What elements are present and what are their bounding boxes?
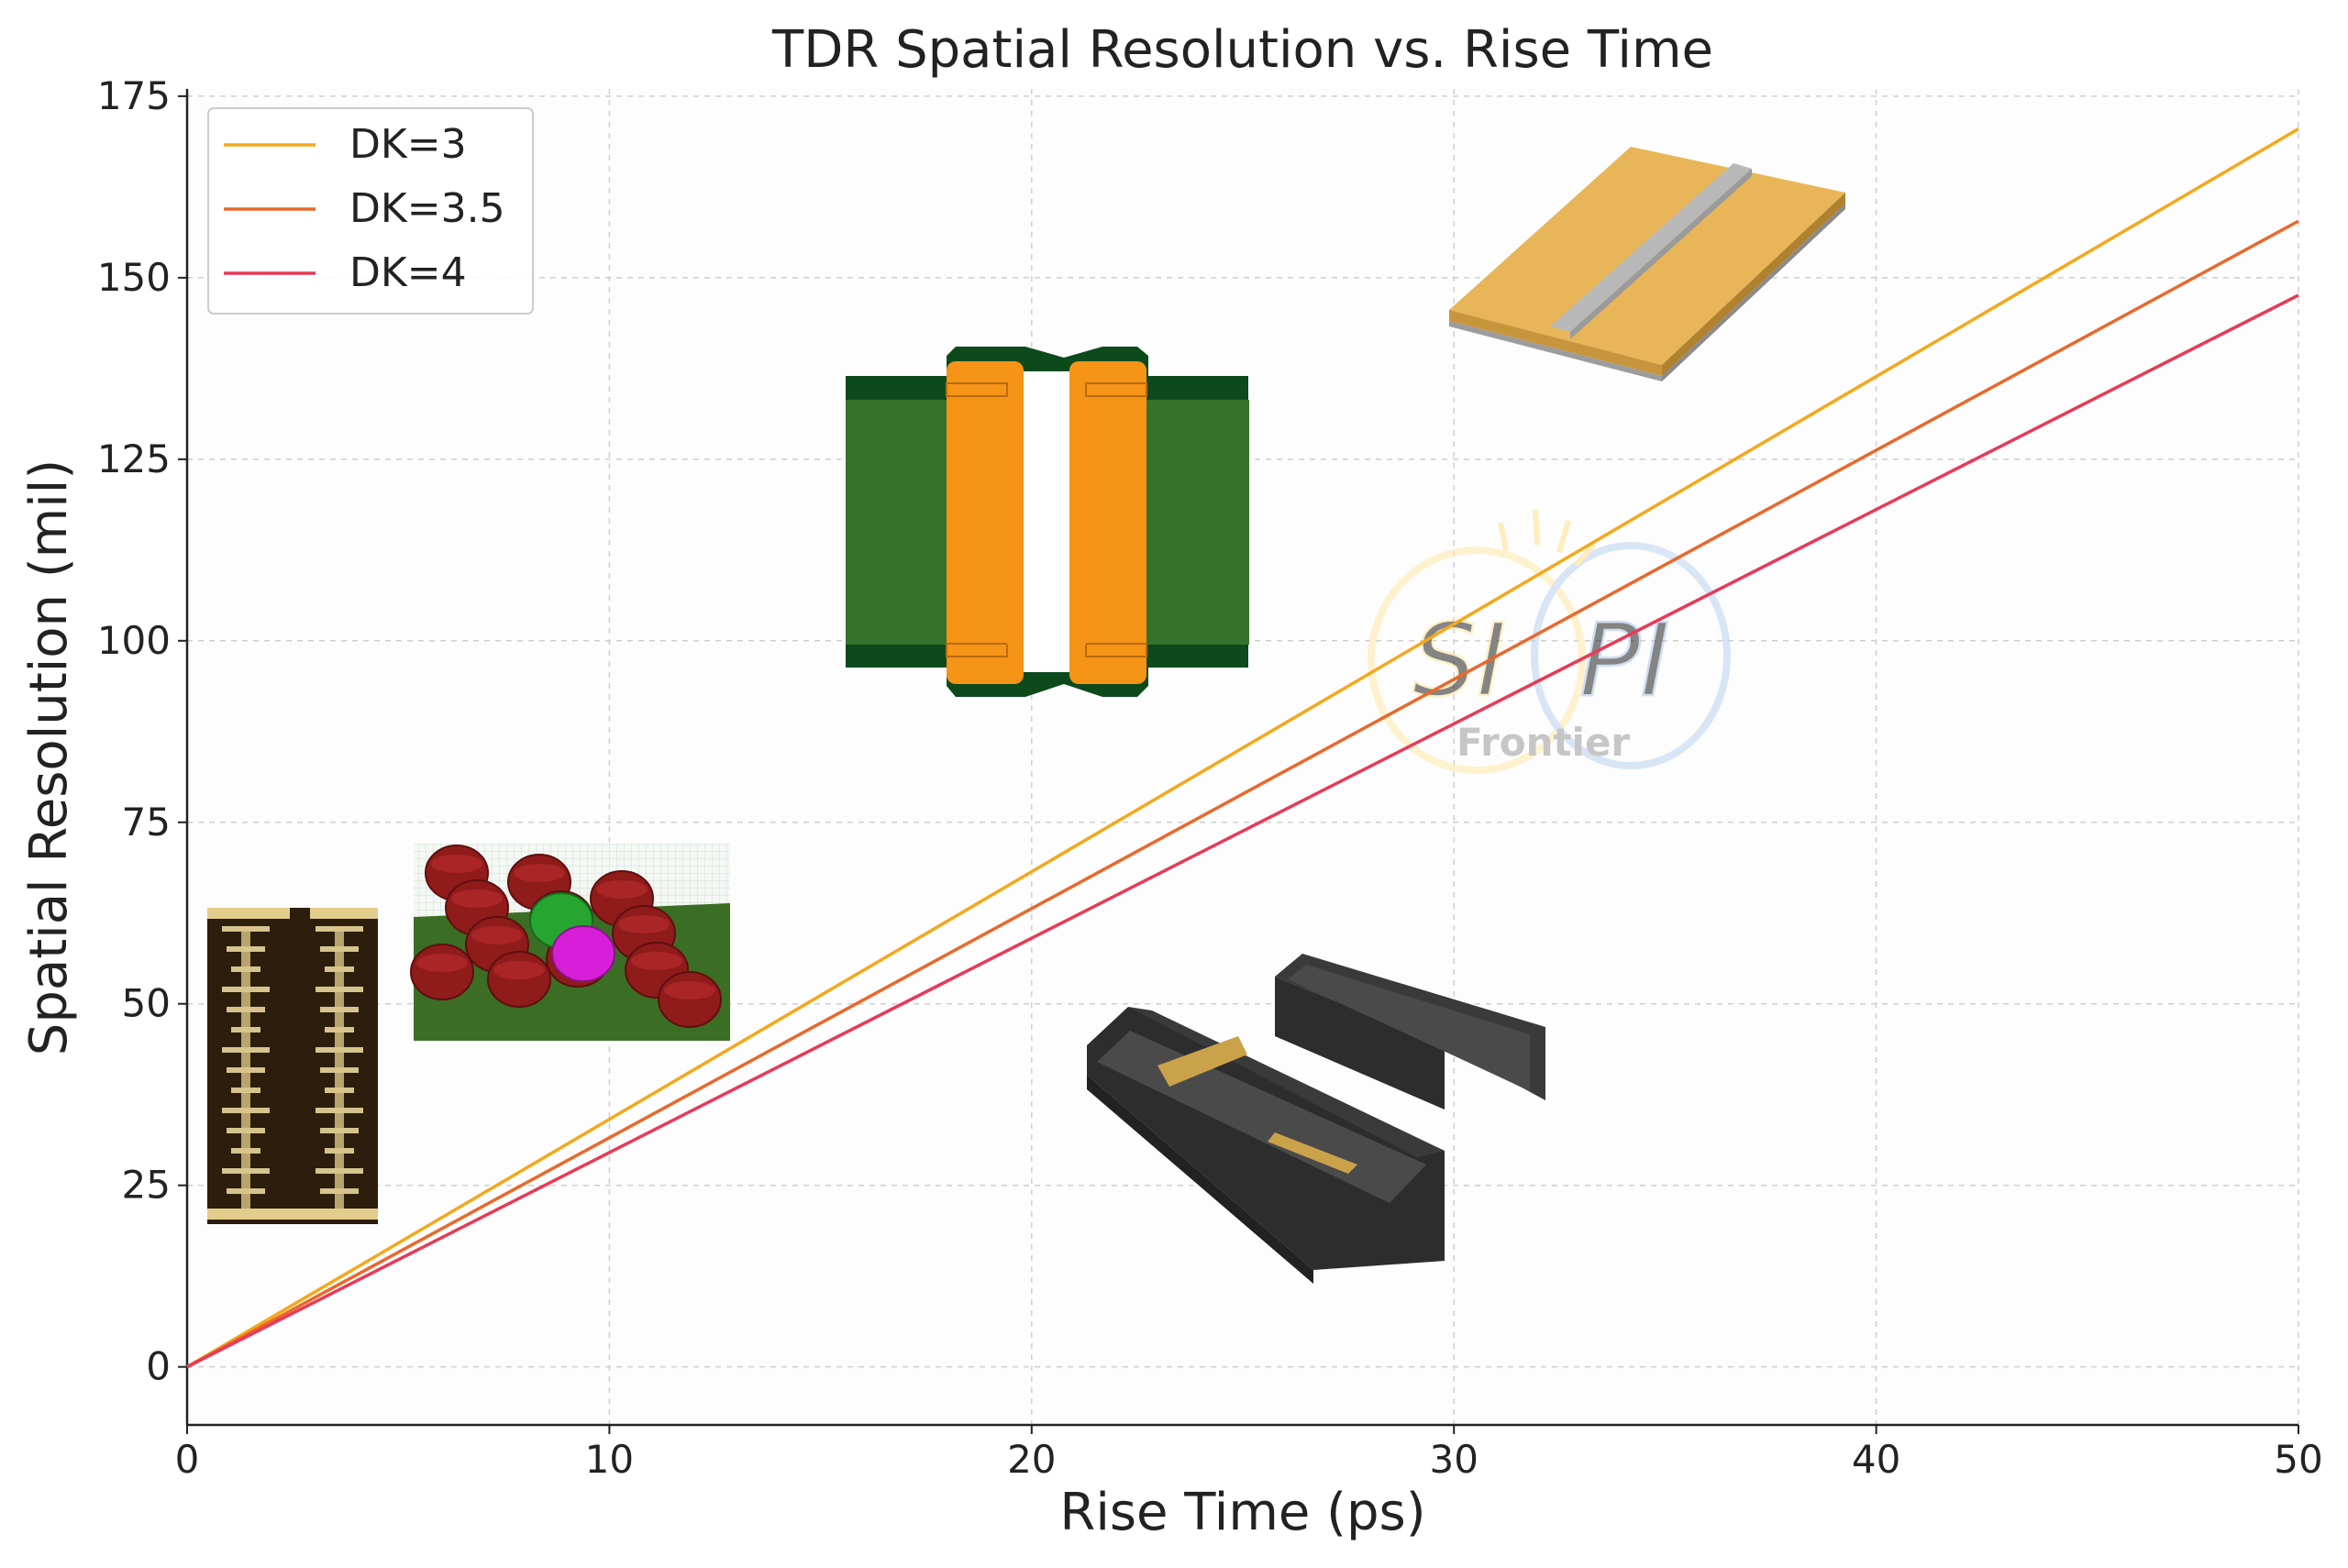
bga-ball-highlight	[596, 880, 648, 899]
xray-barrel	[241, 926, 250, 946]
bga-ball-highlight	[431, 855, 482, 873]
chart-title: TDR Spatial Resolution vs. Rise Time	[771, 20, 1713, 80]
series-line-2	[186, 293, 2299, 1369]
xray-barrel	[335, 987, 344, 1007]
xray-barrel	[241, 966, 250, 987]
via-cross-section-image	[846, 347, 1249, 697]
bga-ball-highlight	[493, 961, 545, 979]
xray-barrel	[335, 1027, 344, 1047]
xray-barrel	[241, 1067, 250, 1088]
xray-barrel	[241, 1168, 250, 1188]
bga-ball-highlight	[451, 889, 503, 908]
bga-ball-highlight	[618, 915, 670, 933]
microstrip-image	[1449, 147, 1845, 381]
xray-barrel	[241, 1047, 250, 1067]
xray-barrel	[241, 1007, 250, 1027]
xray-barrel	[241, 946, 250, 966]
y-tick-label: 100	[97, 618, 171, 663]
bga-ball-highlight	[631, 952, 682, 970]
xray-barrel	[241, 1128, 250, 1148]
x-tick-label: 30	[1429, 1437, 1478, 1482]
xray-barrel	[241, 1148, 250, 1168]
watermark-pi-text: PI	[1579, 602, 1670, 719]
y-tick-label: 125	[97, 436, 171, 481]
legend-label-2: DK=4	[349, 249, 467, 296]
bga-balls-image	[410, 844, 730, 1041]
x-tick-label: 0	[175, 1437, 200, 1482]
y-tick-label: 0	[146, 1344, 171, 1389]
legend-box	[207, 107, 534, 315]
x-tick-label: 40	[1852, 1437, 1900, 1482]
via-xray-image	[207, 908, 378, 1224]
legend-label-0: DK=3	[349, 121, 467, 168]
x-tick-label: 10	[585, 1437, 634, 1482]
xray-barrel	[335, 1108, 344, 1128]
xray-barrel	[241, 1027, 250, 1047]
xray-barrel	[335, 1148, 344, 1168]
x-axis-label: Rise Time (ps)	[1059, 1483, 1425, 1542]
xray-barrel	[335, 1128, 344, 1148]
series-line-1	[186, 219, 2299, 1369]
xray-barrel	[335, 1067, 344, 1088]
y-tick-label: 150	[97, 255, 171, 300]
watermark-frontier-text: Frontier	[1456, 720, 1630, 765]
xray-barrel	[241, 1108, 250, 1128]
bga-ball-highlight	[664, 981, 715, 999]
xray-barrel	[335, 1188, 344, 1209]
y-tick-label: 175	[97, 73, 171, 118]
series-lines	[186, 127, 2299, 1369]
y-tick-label: 50	[122, 981, 171, 1026]
xray-barrel	[335, 1007, 344, 1027]
x-tick-label: 20	[1007, 1437, 1056, 1482]
xray-barrel	[335, 1088, 344, 1108]
xray-barrel	[335, 926, 344, 946]
xray-barrel	[335, 1047, 344, 1067]
xray-barrel	[335, 946, 344, 966]
series-line-0	[186, 127, 2299, 1369]
xray-barrel	[335, 1168, 344, 1188]
xray-barrel	[335, 966, 344, 987]
legend-label-1: DK=3.5	[349, 185, 505, 232]
x-tick-label: 50	[2274, 1437, 2322, 1482]
bga-ball-magenta	[551, 925, 615, 982]
legend: DK=3 DK=3.5 DK=4	[207, 107, 534, 315]
bga-ball-highlight	[471, 926, 523, 944]
y-axis-label: Spatial Resolution (mil)	[19, 459, 79, 1055]
xray-barrel	[241, 1188, 250, 1209]
bga-ball-highlight	[416, 954, 468, 972]
y-tick-label: 75	[122, 800, 171, 845]
connector-image	[1087, 954, 1545, 1284]
bga-ball-highlight	[514, 864, 565, 882]
y-tick-label: 25	[122, 1163, 171, 1208]
xray-barrel	[241, 987, 250, 1007]
xray-barrel	[241, 1088, 250, 1108]
axis-ticks: 0 10 20 30 40 50 0 25 50 75 100 125 150 175	[97, 73, 2323, 1482]
